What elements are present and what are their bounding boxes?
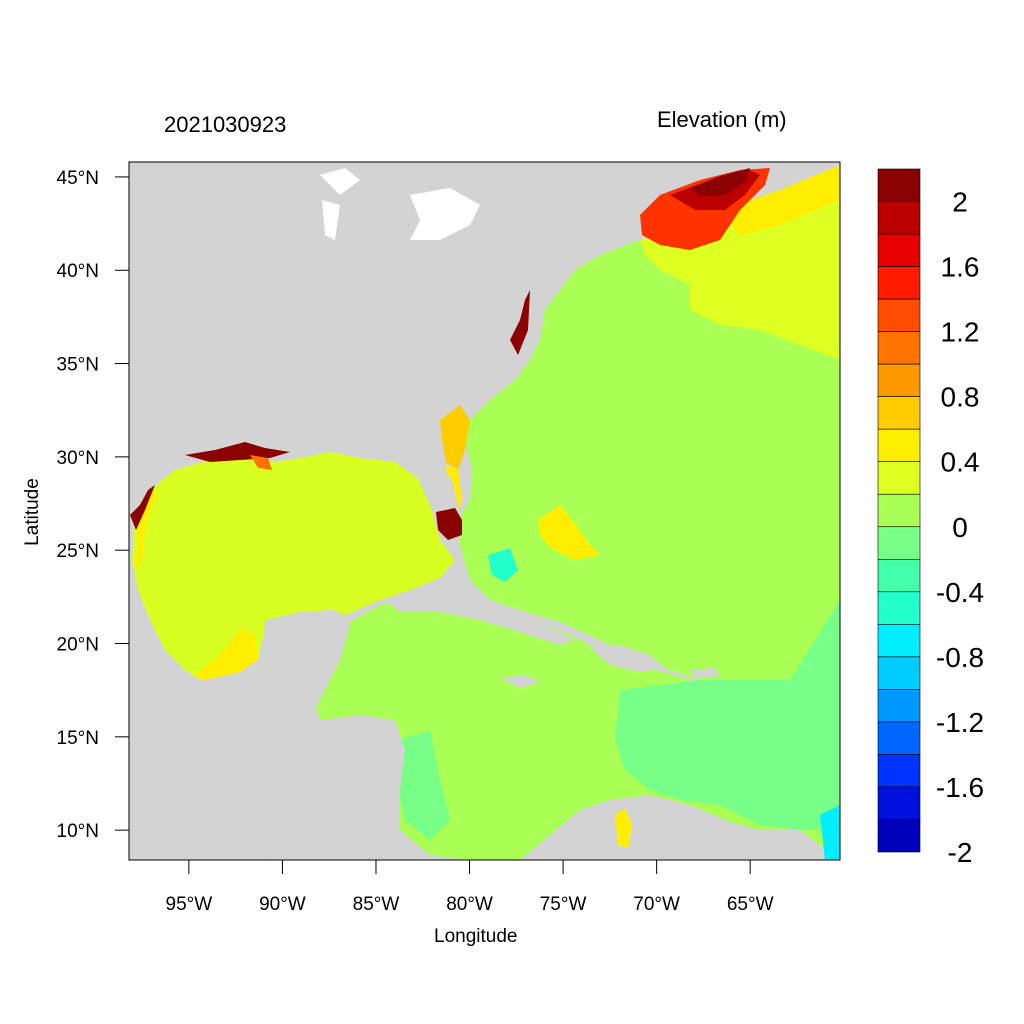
trinidad-shelf [820, 805, 840, 860]
colorbar-label: 0.4 [941, 447, 980, 478]
colorbar-swatch [877, 624, 921, 658]
louisiana-coast-surge [185, 442, 290, 462]
x-axis-label: Longitude [434, 926, 518, 947]
northeast-shelf [640, 180, 840, 360]
y-tick-label: 20°N [57, 635, 99, 656]
y-tick-label: 15°N [57, 728, 99, 749]
colorbar-swatch [877, 689, 921, 723]
puerto-rico [690, 668, 720, 678]
colorbar-swatch [877, 428, 921, 463]
colorbar-swatch [877, 363, 921, 397]
texas-coast-surge [130, 485, 155, 530]
colorbar: 2 1.6 1.2 0.8 0.4 0 -0.4 -0.8 -1.2 -1.6 -2 [877, 168, 984, 868]
nicaragua-shelf [398, 730, 450, 840]
hispaniola [590, 645, 665, 672]
colorbar-label: -2 [948, 837, 973, 868]
y-tick-label: 35°N [57, 355, 99, 376]
gulf-of-mexico [132, 452, 455, 680]
colorbar-swatch [877, 266, 921, 300]
colorbar-swatch [877, 461, 921, 495]
mid-atlantic-coast-surge [510, 290, 530, 355]
x-tick-label: 80°W [446, 894, 493, 915]
colorbar-label: -1.2 [936, 707, 984, 738]
colorbar-swatch [877, 558, 921, 593]
south-florida-surge [436, 508, 462, 540]
georgia-coast-warm [440, 405, 470, 470]
colorbar-swatch [877, 721, 921, 755]
south-america [520, 795, 840, 860]
colorbar-swatch [877, 819, 921, 853]
y-tick-label: 25°N [57, 541, 99, 562]
jamaica [500, 675, 540, 688]
x-tick-label: 90°W [259, 894, 306, 915]
mississippi-delta-warm [250, 455, 272, 470]
colorbar-label: 0.8 [941, 382, 980, 413]
colorbar-swatch [877, 233, 921, 267]
yucatan-shelf-warm [195, 630, 258, 680]
colorbar-swatch [877, 201, 921, 235]
y-tick-label: 10°N [57, 821, 99, 842]
colorbar-swatch [877, 591, 921, 625]
central-america [129, 715, 430, 860]
colorbar-swatch [877, 331, 921, 365]
southern-caribbean [615, 600, 840, 830]
colorbar-label: 1.6 [941, 252, 980, 283]
cuba [385, 590, 575, 645]
y-tick-label: 45°N [57, 168, 99, 189]
x-tick-label: 95°W [166, 894, 213, 915]
colorbar-swatch [877, 656, 921, 690]
colorbar-swatch [877, 493, 921, 528]
x-tick-label: 75°W [540, 894, 587, 915]
y-tick-label: 40°N [57, 261, 99, 282]
y-axis: 45°N 40°N 35°N 30°N 25°N 20°N 15°N 10°N [57, 168, 129, 842]
colorbar-swatch [877, 526, 921, 560]
colorbar-label: -1.6 [936, 772, 984, 803]
colorbar-swatch [877, 168, 921, 202]
great-lakes [320, 168, 480, 240]
variable-title: Elevation (m) [657, 107, 787, 132]
x-axis: 95°W 90°W 85°W 80°W 75°W 70°W 65°W [166, 860, 774, 915]
x-tick-label: 70°W [633, 894, 680, 915]
colorbar-label: 1.2 [941, 317, 980, 348]
colorbar-label: 2 [952, 187, 968, 218]
x-tick-label: 65°W [727, 894, 774, 915]
y-tick-label: 30°N [57, 448, 99, 469]
bahamas-warm [538, 505, 600, 560]
yucatan-peninsula [262, 610, 350, 720]
colorbar-swatch [877, 786, 921, 820]
map-plot-area [129, 162, 840, 860]
venezuela-coast-warm [615, 808, 632, 848]
colorbar-swatch [877, 298, 921, 332]
colorbar-swatch [877, 754, 921, 788]
colorbar-swatch [877, 396, 921, 430]
plot-frame [128, 161, 841, 861]
gulf-of-maine-peak [690, 168, 750, 196]
timestamp-label: 2021030923 [164, 112, 287, 137]
bahamas-shelf [488, 548, 518, 582]
colorbar-label: -0.8 [936, 642, 984, 673]
northeast-warm [720, 165, 840, 235]
colorbar-label: -0.4 [936, 577, 984, 608]
x-tick-label: 85°W [353, 894, 400, 915]
colorbar-label: 0 [952, 512, 968, 543]
